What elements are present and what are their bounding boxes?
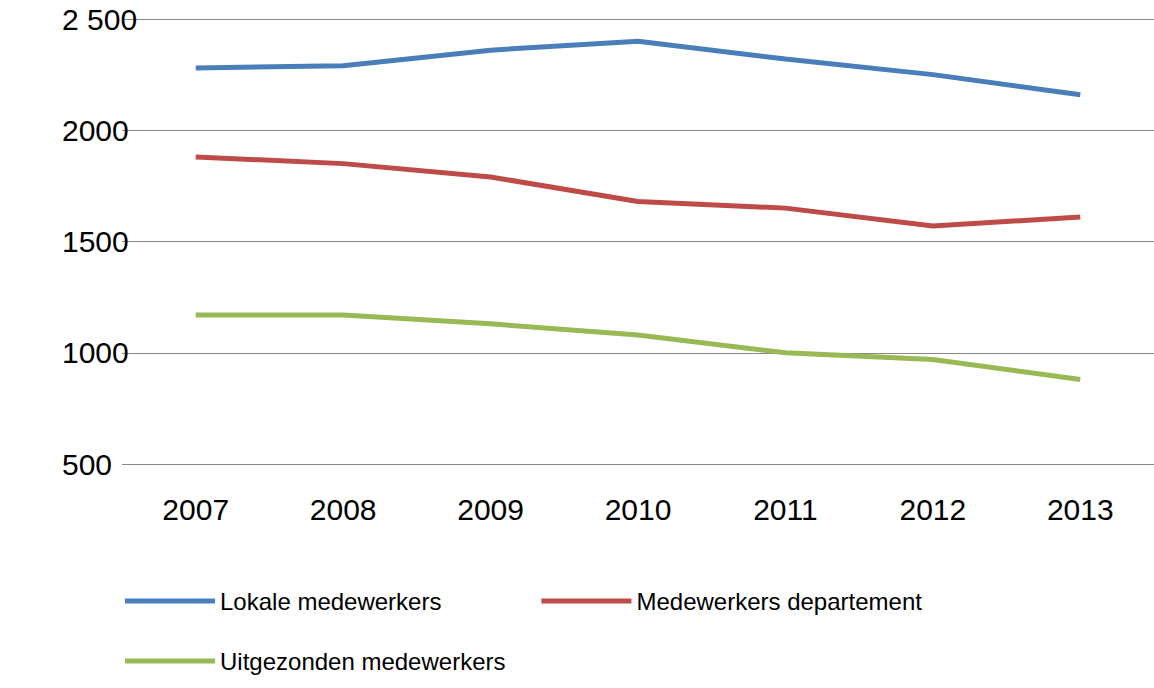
svg-text:Lokale medewerkers: Lokale medewerkers (220, 588, 441, 615)
svg-text:Medewerkers departement: Medewerkers departement (636, 588, 922, 615)
svg-text:2013: 2013 (1047, 493, 1114, 526)
svg-text:1000: 1000 (62, 336, 129, 369)
svg-text:2007: 2007 (162, 493, 229, 526)
svg-text:1500: 1500 (62, 225, 129, 258)
svg-text:2009: 2009 (457, 493, 524, 526)
svg-text:500: 500 (62, 448, 112, 481)
svg-text:Uitgezonden medewerkers: Uitgezonden medewerkers (220, 648, 505, 675)
svg-text:2000: 2000 (62, 114, 129, 147)
svg-text:2011: 2011 (753, 493, 818, 526)
svg-text:2008: 2008 (310, 493, 377, 526)
svg-text:2012: 2012 (899, 493, 966, 526)
svg-text:2 500: 2 500 (62, 3, 137, 36)
svg-text:2010: 2010 (605, 493, 672, 526)
